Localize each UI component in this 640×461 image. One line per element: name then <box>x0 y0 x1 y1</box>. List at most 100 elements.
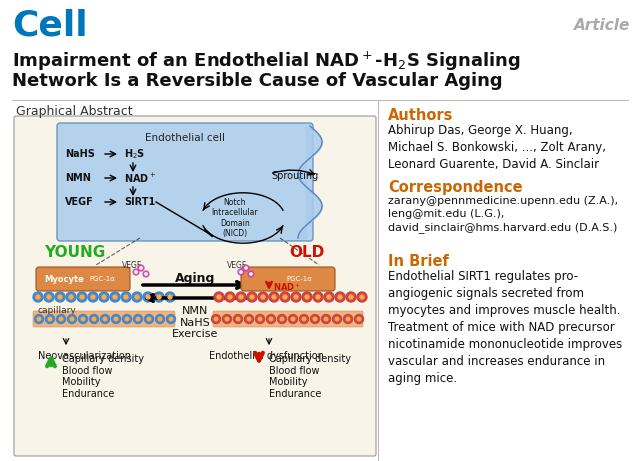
Circle shape <box>69 295 73 299</box>
Text: PGC-1α: PGC-1α <box>89 276 115 282</box>
Circle shape <box>261 295 265 299</box>
Circle shape <box>165 292 175 302</box>
Text: Neovascularization: Neovascularization <box>38 351 131 361</box>
Circle shape <box>302 317 306 321</box>
Circle shape <box>247 317 251 321</box>
Text: SIRT1: SIRT1 <box>124 197 156 207</box>
Circle shape <box>245 267 247 269</box>
Text: capillary: capillary <box>38 306 77 315</box>
Circle shape <box>346 317 350 321</box>
Circle shape <box>36 295 40 299</box>
Circle shape <box>349 295 353 299</box>
Circle shape <box>122 314 131 324</box>
Circle shape <box>143 271 149 277</box>
Circle shape <box>278 314 287 324</box>
Circle shape <box>236 317 240 321</box>
Circle shape <box>258 292 268 302</box>
Circle shape <box>90 314 99 324</box>
Circle shape <box>280 317 284 321</box>
Circle shape <box>102 295 106 299</box>
Text: Impairment of an Endothelial NAD$^+$-H$_2$S Signaling: Impairment of an Endothelial NAD$^+$-H$_… <box>12 50 521 73</box>
Circle shape <box>294 295 298 299</box>
Circle shape <box>291 292 301 302</box>
Circle shape <box>157 295 161 299</box>
Circle shape <box>33 292 43 302</box>
Circle shape <box>310 314 319 324</box>
Circle shape <box>346 292 356 302</box>
Circle shape <box>146 295 150 299</box>
Text: PGC-1α: PGC-1α <box>286 276 312 282</box>
Circle shape <box>132 292 142 302</box>
Text: Authors: Authors <box>388 108 453 123</box>
Text: YOUNG: YOUNG <box>44 245 105 260</box>
Circle shape <box>88 292 98 302</box>
Circle shape <box>138 265 144 271</box>
Circle shape <box>360 295 364 299</box>
Circle shape <box>243 265 249 271</box>
Text: NAD$^+$: NAD$^+$ <box>124 171 156 184</box>
Circle shape <box>234 314 243 324</box>
Circle shape <box>60 317 63 321</box>
Circle shape <box>169 317 173 321</box>
Circle shape <box>239 295 243 299</box>
Circle shape <box>140 267 142 269</box>
Circle shape <box>166 314 175 324</box>
Text: Aging: Aging <box>175 272 215 285</box>
Text: Notch
Intracellular
Domain
(NICD): Notch Intracellular Domain (NICD) <box>212 198 259 238</box>
Circle shape <box>300 314 308 324</box>
Circle shape <box>99 292 109 302</box>
Circle shape <box>316 295 320 299</box>
FancyBboxPatch shape <box>241 267 335 291</box>
Circle shape <box>225 317 229 321</box>
FancyBboxPatch shape <box>33 311 175 327</box>
Circle shape <box>211 314 221 324</box>
Circle shape <box>35 314 44 324</box>
Text: NMN: NMN <box>65 173 91 183</box>
Circle shape <box>45 314 54 324</box>
Circle shape <box>145 273 147 275</box>
Circle shape <box>48 317 52 321</box>
Circle shape <box>44 292 54 302</box>
Circle shape <box>250 295 254 299</box>
Circle shape <box>70 317 74 321</box>
Circle shape <box>269 292 279 302</box>
Text: NaHS: NaHS <box>65 149 95 159</box>
Text: H$_2$S: H$_2$S <box>124 147 145 161</box>
Circle shape <box>223 314 232 324</box>
Circle shape <box>272 295 276 299</box>
Circle shape <box>238 269 244 275</box>
Text: Abhirup Das, George X. Huang,
Michael S. Bonkowski, ..., Zolt Arany,
Leonard Gua: Abhirup Das, George X. Huang, Michael S.… <box>388 124 606 171</box>
Circle shape <box>91 295 95 299</box>
Circle shape <box>250 273 252 275</box>
Circle shape <box>244 314 253 324</box>
Circle shape <box>269 317 273 321</box>
Circle shape <box>313 292 323 302</box>
Circle shape <box>58 295 62 299</box>
Circle shape <box>313 317 317 321</box>
Text: Capillary density
Blood flow
Mobility
Endurance: Capillary density Blood flow Mobility En… <box>62 354 144 399</box>
Circle shape <box>135 295 139 299</box>
Circle shape <box>79 314 88 324</box>
Text: Sprouting: Sprouting <box>271 171 319 181</box>
Circle shape <box>240 271 242 273</box>
Circle shape <box>156 314 164 324</box>
Circle shape <box>135 271 137 273</box>
Circle shape <box>214 317 218 321</box>
Circle shape <box>335 292 345 302</box>
Circle shape <box>335 317 339 321</box>
Circle shape <box>56 314 65 324</box>
Circle shape <box>124 295 128 299</box>
Text: In Brief: In Brief <box>388 254 449 269</box>
FancyBboxPatch shape <box>57 123 313 241</box>
Text: NMN
NaHS
Exercise: NMN NaHS Exercise <box>172 306 218 339</box>
Text: VEGF: VEGF <box>122 260 142 270</box>
Circle shape <box>145 314 154 324</box>
Circle shape <box>113 295 117 299</box>
Circle shape <box>114 317 118 321</box>
Text: NAD$^+$: NAD$^+$ <box>273 281 301 293</box>
Circle shape <box>77 292 87 302</box>
Circle shape <box>305 295 309 299</box>
Circle shape <box>289 314 298 324</box>
Circle shape <box>111 314 120 324</box>
Text: Myocyte: Myocyte <box>44 274 84 284</box>
